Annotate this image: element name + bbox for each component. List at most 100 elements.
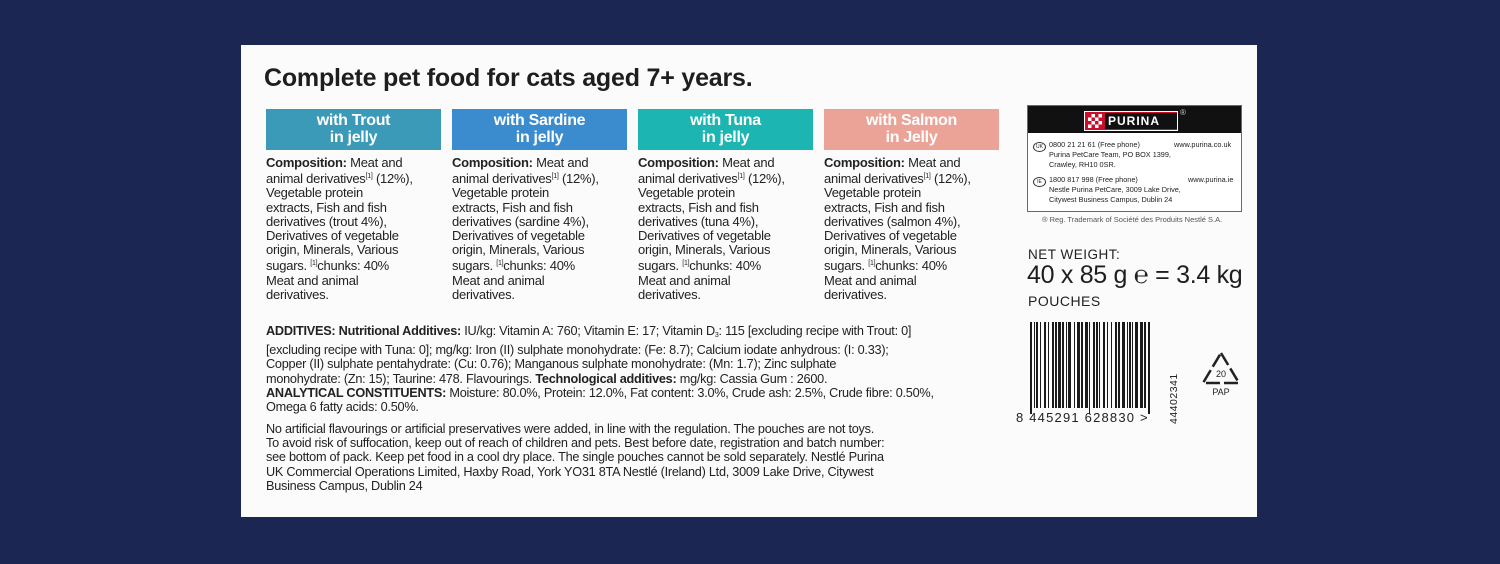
barcode-bar — [1135, 322, 1138, 408]
text-segment: extracts, Fish and fish — [824, 199, 945, 215]
composition-line: Meat and animal — [638, 273, 813, 288]
barcode-bar — [1085, 322, 1088, 408]
text-segment: chunks: 40% — [317, 258, 389, 274]
text-segment: Vegetable protein — [824, 185, 921, 201]
barcode-bar — [1096, 322, 1098, 408]
composition-line: extracts, Fish and fish — [824, 199, 999, 215]
barcode-bar — [1148, 322, 1150, 414]
footnote-mark: [1] — [496, 260, 504, 268]
variant-column: with Trout in jelly Composition: Meat and a… — [266, 109, 441, 302]
text-segment: Meat and — [904, 155, 961, 170]
purina-logo: PURINA — [1084, 111, 1178, 131]
bold-label: Technological additives: — [535, 371, 677, 386]
text-segment: Vegetable protein — [266, 185, 363, 201]
composition-line: sugars. [1]chunks: 40% — [452, 257, 627, 273]
barcode-bar — [1068, 322, 1071, 408]
text-segment: derivatives (sardine 4%), — [452, 213, 589, 229]
barcode-bar — [1144, 322, 1146, 408]
text-segment: Derivatives of vegetable — [638, 228, 771, 244]
text-segment: : 115 [excluding recipe with Trout: 0] — [718, 324, 912, 338]
ie-website[interactable]: www.purina.ie — [1188, 175, 1234, 184]
composition-line: Derivatives of vegetable — [824, 228, 999, 243]
text-segment: chunks: 40% — [689, 258, 761, 274]
variant-heading: with Trout in jelly — [266, 109, 441, 150]
bold-label: ANALYTICAL CONSTITUENTS: — [266, 385, 447, 400]
composition-text: Composition: Meat and animal derivatives[… — [452, 155, 627, 302]
footnote-mark: [1] — [737, 173, 745, 181]
composition-line: Meat and animal — [452, 272, 627, 288]
variant-heading-line: with Trout — [316, 112, 391, 129]
footnote-mark: [1] — [923, 173, 931, 181]
barcode-bar — [1058, 322, 1061, 408]
text-segment: Copper (II) sulphate pentahydrate: (Cu: … — [266, 357, 837, 372]
barcode-bar — [1030, 322, 1032, 414]
composition-text: Composition: Meat and animal derivatives[… — [266, 155, 441, 302]
purina-contact-box: PURINA ® UK 0800 21 21 61 (Free phone) w… — [1027, 105, 1242, 212]
footnote-mark: [1] — [365, 173, 373, 181]
trademark-note: ® Reg. Trademark of Société des Produits… — [1042, 215, 1223, 224]
text-segment: origin, Minerals, Various — [638, 242, 771, 258]
recycle-label: PAP — [1212, 387, 1229, 397]
additives-line: ADDITIVES: Nutritional Additives: IU/kg:… — [266, 324, 934, 343]
text-segment: chunks: 40% — [875, 258, 947, 274]
uk-website[interactable]: www.purina.co.uk — [1174, 140, 1232, 149]
text-segment: derivatives. — [824, 286, 887, 302]
product-code: 44402341 — [1168, 373, 1180, 424]
composition-text: Composition: Meat and animal derivatives[… — [638, 155, 813, 302]
text-segment: Derivatives of vegetable — [452, 228, 585, 244]
composition-line: Vegetable protein — [638, 186, 813, 200]
text-segment: Meat and animal — [452, 272, 545, 288]
composition-line: derivatives. — [824, 286, 999, 302]
composition-line: derivatives. — [638, 287, 813, 302]
barcode-bar — [1074, 322, 1075, 408]
composition-line: derivatives (trout 4%), — [266, 214, 441, 229]
composition-line: derivatives. — [266, 287, 441, 302]
bold-label: Composition: — [266, 155, 347, 170]
text-segment: Vegetable protein — [452, 185, 549, 201]
ie-phone: 1800 817 998 (Free phone) — [1049, 175, 1138, 184]
text-segment: Meat and — [718, 155, 775, 170]
text-segment: Moisture: 80.0%, Protein: 12.0%, Fat con… — [446, 385, 934, 400]
composition-line: derivatives (tuna 4%), — [638, 214, 813, 229]
bold-label: Composition: — [824, 155, 905, 170]
registered-mark: ® — [1180, 108, 1186, 117]
composition-line: Vegetable protein — [824, 186, 999, 200]
notice-line: see bottom of pack. Keep pet food in a c… — [266, 450, 884, 465]
barcode-bar — [1034, 322, 1035, 408]
variant-heading-line: in jelly — [329, 129, 378, 146]
bold-label: ADDITIVES: Nutritional Additives: — [266, 324, 461, 338]
ie-flag-icon: IE — [1033, 177, 1046, 187]
text-segment: (12%), — [930, 171, 971, 187]
composition-line: animal derivatives[1] (12%), — [824, 170, 999, 186]
notice-line: UK Commercial Operations Limited, Haxby … — [266, 464, 874, 479]
composition-line: derivatives (sardine 4%), — [452, 213, 627, 229]
text-segment: animal derivatives — [452, 171, 552, 187]
text-segment: sugars. — [266, 258, 311, 274]
composition-line: origin, Minerals, Various — [266, 243, 441, 257]
composition-line: Meat and animal — [266, 273, 441, 288]
uk-address-line2: Crawley, RH10 0SR. — [1049, 160, 1116, 169]
recycle-number: 20 — [1216, 369, 1226, 379]
text-segment: animal derivatives — [266, 171, 366, 187]
notice-line: No artificial flavourings or artificial … — [266, 422, 874, 436]
composition-line: animal derivatives[1] (12%), — [452, 170, 627, 186]
barcode-bar — [1093, 322, 1095, 408]
text-segment: derivatives. — [452, 286, 515, 302]
composition-line: Derivatives of vegetable — [638, 228, 813, 244]
barcode-bar — [1089, 322, 1090, 414]
composition-line: sugars. [1]chunks: 40% — [638, 257, 813, 273]
barcode-bar — [1099, 322, 1100, 408]
text-segment: mg/kg: Cassia Gum : 2600. — [676, 371, 828, 386]
barcode-bar — [1052, 322, 1054, 408]
composition-line: origin, Minerals, Various — [824, 243, 999, 257]
composition-line: sugars. [1]chunks: 40% — [266, 257, 441, 273]
text-segment: IU/kg: Vitamin A: 760; Vitamin E: 17; Vi… — [461, 324, 715, 338]
variant-heading: with Sardine in jelly — [452, 109, 627, 150]
uk-address-line1: Purina PetCare Team, PO BOX 1399, — [1049, 150, 1171, 159]
variant-column: with Sardine in jelly Composition: Meat an… — [452, 109, 627, 302]
barcode-bar — [1115, 322, 1117, 408]
composition-line: origin, Minerals, Various — [452, 243, 627, 257]
barcode-bar — [1062, 322, 1064, 408]
additives-paragraph: ADDITIVES: Nutritional Additives: IU/kg:… — [266, 324, 934, 414]
text-segment: (12%), — [558, 171, 599, 187]
